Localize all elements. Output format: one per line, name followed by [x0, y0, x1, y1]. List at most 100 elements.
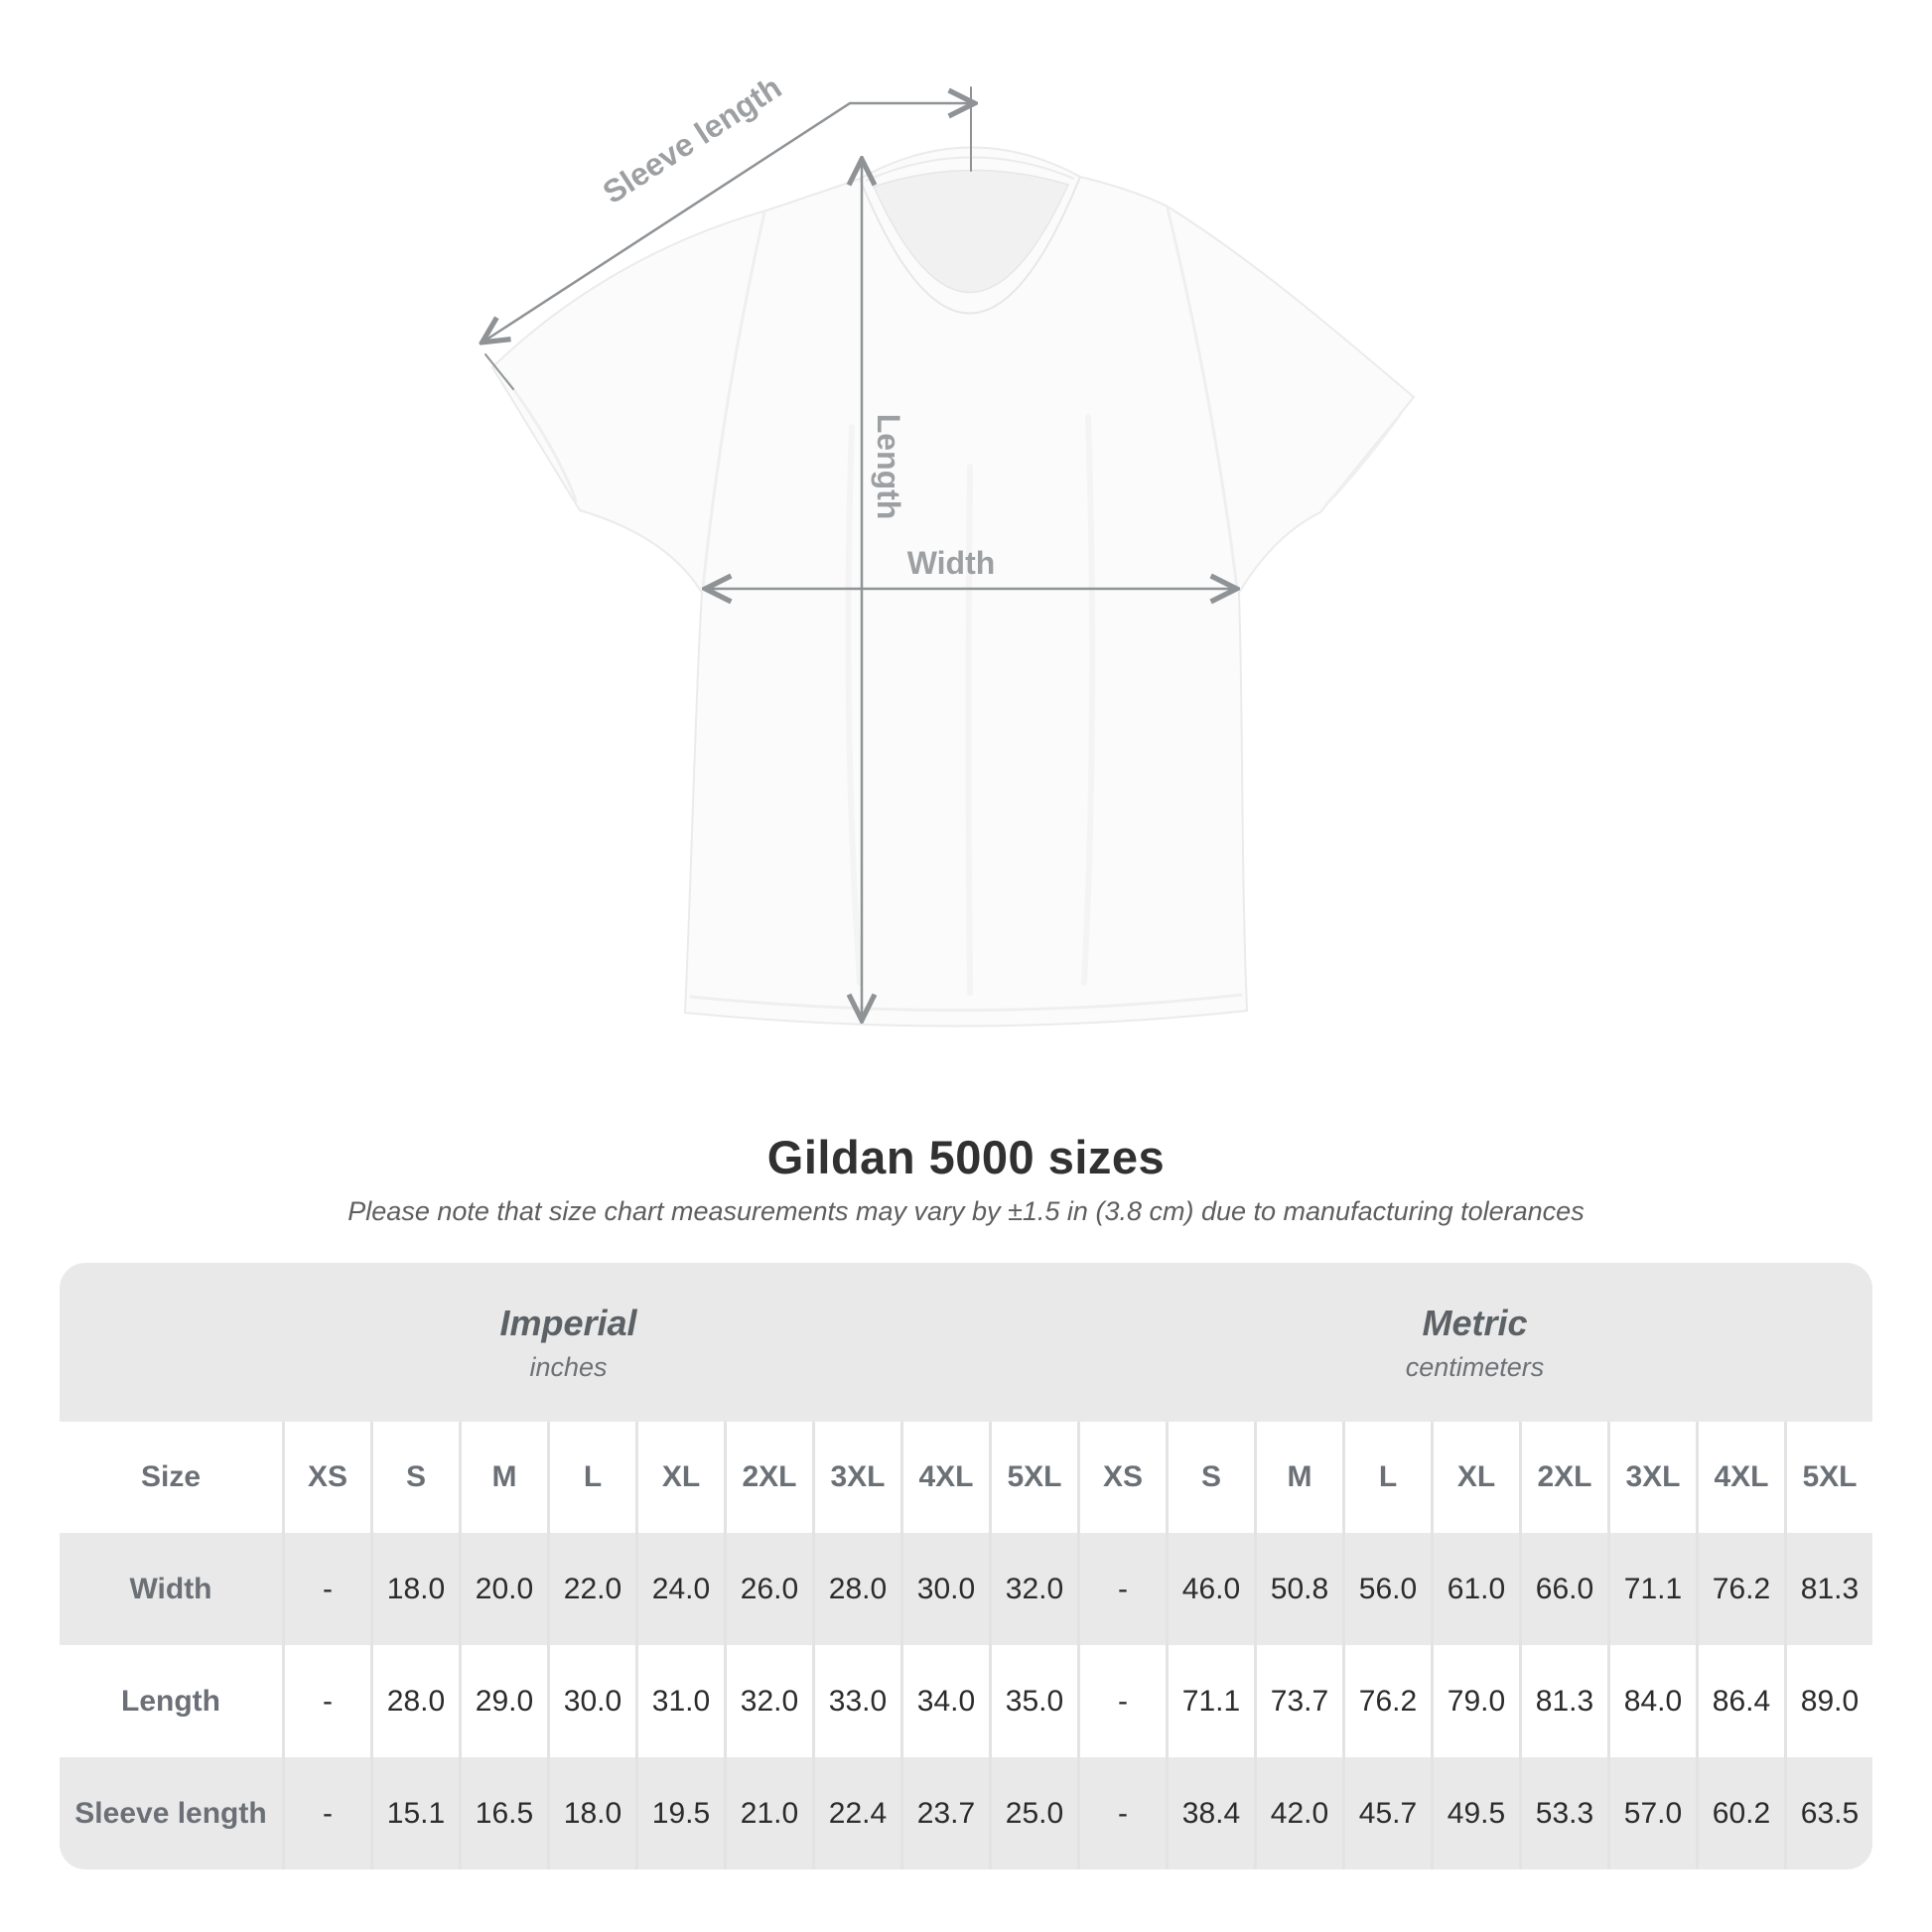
imperial-value: 16.5 — [459, 1757, 547, 1869]
metric-value: - — [1077, 1757, 1166, 1869]
imperial-value: 19.5 — [635, 1757, 724, 1869]
size-col-header: 4XL — [900, 1422, 989, 1533]
metric-value: 50.8 — [1254, 1533, 1342, 1645]
size-chart-table: Imperial inches Metric centimeters Size X… — [60, 1263, 1872, 1869]
imperial-value: 23.7 — [900, 1757, 989, 1869]
metric-value: 81.3 — [1784, 1533, 1872, 1645]
metric-value: 89.0 — [1784, 1645, 1872, 1757]
size-col-header: 2XL — [724, 1422, 812, 1533]
metric-value: - — [1077, 1645, 1166, 1757]
metric-value: 46.0 — [1166, 1533, 1254, 1645]
imperial-group-name: Imperial — [499, 1302, 637, 1343]
size-col-header: M — [1254, 1422, 1342, 1533]
imperial-value: - — [282, 1533, 370, 1645]
size-col-header: L — [547, 1422, 635, 1533]
tshirt-seams — [504, 207, 1402, 1012]
size-header-row: Size XS S M L XL 2XL 3XL 4XL 5XL XS S M L XL 2XL 3XL 4XL 5… — [60, 1422, 1872, 1533]
size-col-header: 5XL — [989, 1422, 1077, 1533]
metric-value: 56.0 — [1342, 1533, 1431, 1645]
metric-value: 76.2 — [1342, 1645, 1431, 1757]
imperial-value: 18.0 — [370, 1533, 459, 1645]
page-title: Gildan 5000 sizes — [766, 1131, 1166, 1183]
size-col-header: S — [370, 1422, 459, 1533]
measurement-rows: Width -18.0 20.0 22.0 24.0 26.0 28.0 30.0 32.0-4… — [60, 1533, 1872, 1869]
imperial-value: 30.0 — [547, 1645, 635, 1757]
size-row-label: Size — [140, 1460, 202, 1493]
metric-value: 61.0 — [1431, 1533, 1519, 1645]
row-label: Width — [129, 1572, 212, 1605]
imperial-value: 28.0 — [812, 1533, 900, 1645]
row-label: Length — [121, 1684, 220, 1718]
width-label: Width — [907, 545, 996, 581]
imperial-value: - — [282, 1645, 370, 1757]
imperial-value: 22.0 — [547, 1533, 635, 1645]
imperial-value: 18.0 — [547, 1757, 635, 1869]
size-col-header: XS — [1077, 1422, 1166, 1533]
metric-group-unit: centimeters — [1405, 1351, 1545, 1382]
sleeve-length-label: Sleeve length — [597, 69, 788, 210]
imperial-value: 26.0 — [724, 1533, 812, 1645]
measurement-row-length: Length -28.0 29.0 30.0 31.0 32.0 33.0 34.0 35.0-… — [60, 1645, 1872, 1757]
imperial-value: 34.0 — [900, 1645, 989, 1757]
imperial-value: 33.0 — [812, 1645, 900, 1757]
metric-value: 49.5 — [1431, 1757, 1519, 1869]
imperial-value: 25.0 — [989, 1757, 1077, 1869]
sleeve-dimension-line — [483, 103, 973, 342]
size-col-header: 4XL — [1696, 1422, 1784, 1533]
size-col-header: 5XL — [1784, 1422, 1872, 1533]
metric-value: 71.1 — [1166, 1645, 1254, 1757]
metric-group-name: Metric — [1422, 1302, 1528, 1343]
row-label: Sleeve length — [74, 1796, 267, 1830]
size-col-header: XL — [1431, 1422, 1519, 1533]
page-subtitle: Please note that size chart measurements… — [347, 1196, 1585, 1226]
imperial-group-unit: inches — [529, 1351, 608, 1382]
metric-value: 66.0 — [1519, 1533, 1607, 1645]
size-col-header: M — [459, 1422, 547, 1533]
size-col-header: L — [1342, 1422, 1431, 1533]
metric-value: 53.3 — [1519, 1757, 1607, 1869]
tshirt-measurement-diagram: Sleeve length Length Width — [0, 69, 1416, 1028]
imperial-value: 30.0 — [900, 1533, 989, 1645]
imperial-value: 22.4 — [812, 1757, 900, 1869]
imperial-value: 35.0 — [989, 1645, 1077, 1757]
size-col-header: XS — [282, 1422, 370, 1533]
tshirt-svg: Sleeve length Length Width — [0, 69, 1416, 1028]
measurement-row-width: Width -18.0 20.0 22.0 24.0 26.0 28.0 30.0 32.0-4… — [60, 1533, 1872, 1645]
size-col-header: XL — [635, 1422, 724, 1533]
imperial-value: - — [282, 1757, 370, 1869]
metric-value: 73.7 — [1254, 1645, 1342, 1757]
tshirt-graphic — [490, 146, 1416, 1028]
metric-value: 79.0 — [1431, 1645, 1519, 1757]
metric-value: 76.2 — [1696, 1533, 1784, 1645]
metric-value: 71.1 — [1607, 1533, 1696, 1645]
size-col-header: 3XL — [1607, 1422, 1696, 1533]
imperial-value: 20.0 — [459, 1533, 547, 1645]
imperial-group-header: Imperial inches — [60, 1263, 1077, 1422]
unit-header-band: Imperial inches Metric centimeters — [60, 1263, 1872, 1422]
imperial-value: 21.0 — [724, 1757, 812, 1869]
metric-value: 42.0 — [1254, 1757, 1342, 1869]
size-col-header: 2XL — [1519, 1422, 1607, 1533]
metric-value: 38.4 — [1166, 1757, 1254, 1869]
measurement-row-sleeve-length: Sleeve length -15.1 16.5 18.0 19.5 21.0 22.4 23… — [60, 1757, 1872, 1869]
cuff-tick — [484, 353, 514, 390]
metric-group-header: Metric centimeters — [1077, 1263, 1872, 1422]
metric-value: 60.2 — [1696, 1757, 1784, 1869]
metric-value: 57.0 — [1607, 1757, 1696, 1869]
metric-value: 63.5 — [1784, 1757, 1872, 1869]
imperial-value: 15.1 — [370, 1757, 459, 1869]
metric-value: - — [1077, 1533, 1166, 1645]
imperial-value: 28.0 — [370, 1645, 459, 1757]
imperial-value: 24.0 — [635, 1533, 724, 1645]
metric-value: 86.4 — [1696, 1645, 1784, 1757]
imperial-value: 32.0 — [989, 1533, 1077, 1645]
imperial-value: 31.0 — [635, 1645, 724, 1757]
imperial-value: 32.0 — [724, 1645, 812, 1757]
size-col-header: S — [1166, 1422, 1254, 1533]
metric-value: 84.0 — [1607, 1645, 1696, 1757]
imperial-value: 29.0 — [459, 1645, 547, 1757]
metric-value: 81.3 — [1519, 1645, 1607, 1757]
measurement-lines — [483, 86, 1235, 1019]
length-label: Length — [871, 414, 906, 520]
metric-value: 45.7 — [1342, 1757, 1431, 1869]
